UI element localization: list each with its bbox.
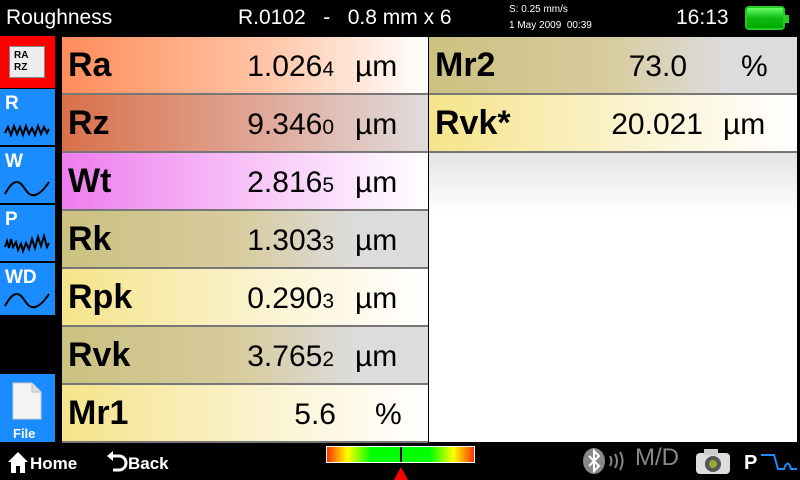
- clock: 16:13: [676, 6, 729, 29]
- parameter-name: Rvk: [68, 336, 131, 374]
- md-indicator[interactable]: M/D: [635, 444, 679, 471]
- sidebar-item-wd[interactable]: WD: [0, 263, 55, 315]
- parameter-name: Mr1: [68, 394, 129, 432]
- file-label: File: [13, 426, 36, 441]
- parameter-unit: µm: [355, 340, 398, 373]
- parameter-unit: %: [375, 398, 402, 431]
- parameter-value: 2.8165: [247, 166, 334, 199]
- program-info: R.0102 - 0.8 mm x 6: [238, 6, 452, 29]
- parameter-unit: µm: [355, 108, 398, 141]
- sidebar-item-p[interactable]: P: [0, 205, 55, 261]
- parameter-value: 1.3033: [247, 224, 334, 257]
- file-icon: [12, 382, 42, 420]
- home-icon: [8, 452, 28, 473]
- sidebar-item-label: WD: [5, 267, 37, 288]
- home-label: Home: [30, 454, 78, 473]
- parameter-unit: µm: [355, 50, 398, 83]
- sidebar-item-results[interactable]: RA RZ: [0, 36, 55, 88]
- parameter-value: 20.021: [611, 108, 703, 141]
- tolerance-gauge: [326, 446, 475, 463]
- parameter-value: 5.6: [294, 398, 336, 431]
- camera-icon[interactable]: [694, 447, 732, 475]
- battery-icon: [745, 6, 789, 30]
- result-row-ra[interactable]: Ra 1.0264 µm: [62, 37, 428, 95]
- parameter-value: 73.0: [628, 50, 687, 83]
- filter-profile-icon: [761, 454, 797, 470]
- back-arrow-icon: [107, 451, 128, 472]
- parameter-name: Mr2: [435, 46, 496, 84]
- home-button[interactable]: Home: [6, 450, 77, 474]
- parameter-value: 9.3460: [247, 108, 334, 141]
- result-row-rz[interactable]: Rz 9.3460 µm: [62, 95, 428, 153]
- sidebar-item-r[interactable]: R: [0, 89, 55, 145]
- parameter-name: Rz: [68, 104, 110, 142]
- result-row-mr2[interactable]: Mr2 73.0 %: [429, 37, 797, 95]
- sidebar-item-label: W: [5, 151, 23, 172]
- speed-readout: S: 0.25 mm/s: [509, 4, 568, 15]
- waviness-wave-icon: [4, 181, 50, 197]
- sidebar-item-label: P: [5, 209, 18, 230]
- back-button[interactable]: Back: [106, 450, 169, 474]
- parameter-value: 0.2903: [247, 282, 334, 315]
- back-label: Back: [128, 454, 169, 473]
- waviness-wave-icon: [4, 293, 50, 309]
- profile-wave-icon: [4, 233, 50, 255]
- result-row-rvk[interactable]: Rvk 3.7652 µm: [62, 327, 428, 385]
- roughness-wave-icon: [4, 123, 50, 138]
- bluetooth-icon[interactable]: [582, 447, 632, 475]
- parameter-unit: µm: [723, 108, 766, 141]
- parameter-unit: µm: [355, 166, 398, 199]
- table-icon: RA RZ: [9, 46, 45, 78]
- parameter-value: 1.0264: [247, 50, 334, 83]
- parameter-name: Rpk: [68, 278, 133, 316]
- sidebar-item-w[interactable]: W: [0, 147, 55, 203]
- gauge-marker: [399, 447, 402, 462]
- parameter-value: 3.7652: [247, 340, 334, 373]
- file-button[interactable]: File: [0, 374, 55, 442]
- parameter-name: Rvk*: [435, 104, 511, 142]
- sidebar-item-label: R: [5, 93, 19, 114]
- result-row-mr1[interactable]: Mr1 5.6 %: [62, 385, 428, 443]
- date-time: 1 May 2009 00:39: [509, 20, 592, 31]
- parameter-name: Ra: [68, 46, 112, 84]
- screen-title: Roughness: [6, 6, 113, 29]
- result-row-wt[interactable]: Wt 2.8165 µm: [62, 153, 428, 211]
- gauge-pointer-icon: [393, 467, 408, 480]
- parameter-name: Wt: [68, 162, 112, 200]
- parameter-unit: %: [741, 50, 768, 83]
- result-row-rpk[interactable]: Rpk 0.2903 µm: [62, 269, 428, 327]
- parameter-unit: µm: [355, 282, 398, 315]
- result-row-rvk-star[interactable]: Rvk* 20.021 µm: [429, 95, 797, 153]
- parameter-name: Rk: [68, 220, 112, 258]
- profile-indicator[interactable]: P: [744, 452, 758, 474]
- empty-results-panel: [429, 153, 797, 442]
- parameter-unit: µm: [355, 224, 398, 257]
- result-row-rk[interactable]: Rk 1.3033 µm: [62, 211, 428, 269]
